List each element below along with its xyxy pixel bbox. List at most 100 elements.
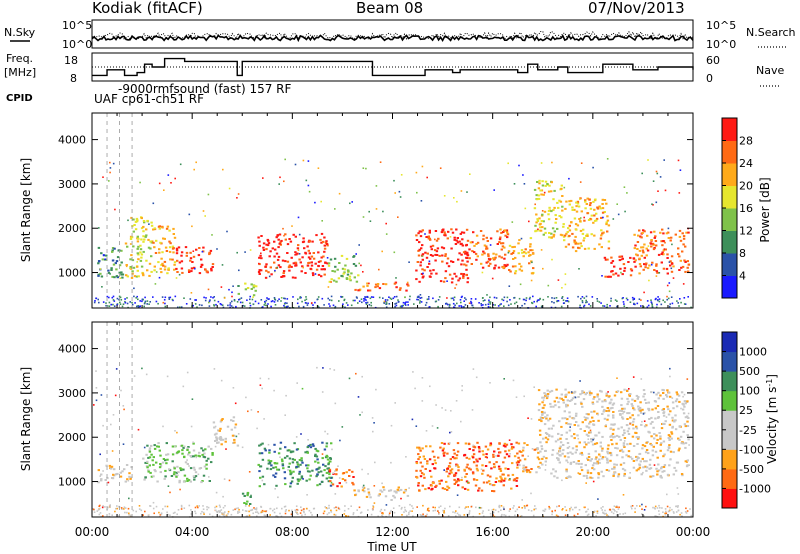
range-cell: [655, 442, 658, 445]
scatter-cell: [449, 431, 451, 434]
range-cell: [573, 437, 576, 440]
range-cell: [518, 239, 521, 242]
ground-cell: [510, 303, 512, 305]
range-cell: [426, 462, 429, 465]
range-cell: [100, 478, 103, 481]
range-cell: [308, 261, 311, 264]
range-cell: [522, 470, 525, 473]
range-cell: [553, 400, 556, 403]
range-cell: [650, 416, 653, 419]
ground-cell: [215, 303, 217, 306]
range-cell: [186, 463, 189, 465]
range-cell: [288, 264, 292, 267]
range-cell: [203, 452, 206, 455]
scatter-cell: [399, 196, 402, 198]
range-cell: [419, 449, 422, 452]
range-cell: [492, 258, 496, 261]
range-cell: [219, 438, 223, 441]
range-cell: [546, 395, 549, 398]
range-cell: [121, 470, 124, 473]
range-cell: [140, 265, 144, 268]
range-cell: [462, 251, 466, 254]
scatter-cell: [561, 479, 563, 482]
range-cell: [684, 270, 687, 273]
range-cell: [580, 451, 583, 454]
ground-cell: [350, 505, 352, 507]
range-cell: [679, 435, 683, 438]
range-cell: [634, 244, 637, 247]
scatter-cell: [375, 388, 377, 391]
colorbar-tick-label: 4: [739, 270, 746, 283]
range-cell: [415, 269, 418, 272]
range-cell: [515, 461, 519, 464]
ground-cell: [352, 513, 355, 516]
colorbar-segment: [722, 390, 737, 411]
range-cell: [477, 446, 481, 448]
range-cell: [679, 259, 682, 262]
range-cell: [596, 207, 600, 210]
ground-cell: [575, 506, 577, 509]
ground-cell: [615, 514, 618, 516]
range-cell: [97, 260, 101, 263]
range-cell: [429, 269, 432, 272]
ground-cell: [565, 300, 567, 302]
scatter-cell: [291, 225, 293, 227]
ground-cell: [276, 515, 278, 517]
ground-cell: [327, 297, 329, 300]
ground-cell: [570, 506, 572, 509]
range-cell: [596, 460, 599, 463]
range-cell: [590, 410, 593, 413]
ground-cell: [683, 303, 686, 305]
range-cell: [622, 444, 626, 447]
range-cell: [593, 247, 596, 250]
range-cell: [550, 472, 553, 475]
range-cell: [361, 486, 365, 489]
ground-cell: [106, 295, 109, 298]
range-cell: [575, 201, 578, 204]
ground-cell: [297, 509, 299, 511]
range-cell: [622, 442, 626, 445]
range-cell: [621, 434, 625, 437]
range-cell: [279, 447, 282, 450]
ground-cell: [261, 306, 264, 308]
ground-cell: [593, 510, 596, 513]
scatter-cell: [664, 241, 666, 244]
ground-cell: [482, 300, 485, 302]
scatter-cell: [663, 248, 666, 250]
range-cell: [157, 261, 160, 264]
range-cell: [580, 466, 583, 469]
range-cell: [552, 198, 555, 201]
range-cell: [561, 209, 564, 212]
x-tick-label: 16:00: [475, 525, 510, 539]
ground-cell: [365, 296, 367, 298]
scatter-cell: [195, 456, 198, 459]
range-cell: [290, 256, 293, 259]
range-cell: [219, 420, 223, 423]
range-cell: [583, 446, 586, 449]
range-cell: [588, 204, 592, 207]
range-cell: [194, 471, 198, 474]
range-cell: [459, 243, 462, 246]
range-cell: [664, 248, 667, 251]
range-cell: [237, 285, 240, 287]
range-cell: [644, 465, 647, 468]
range-cell: [161, 226, 164, 229]
range-cell: [185, 251, 189, 254]
range-cell: [213, 426, 216, 429]
ground-cell: [372, 505, 374, 507]
range-cell: [510, 487, 513, 490]
ground-cell: [664, 512, 666, 515]
range-cell: [340, 274, 343, 277]
range-cell: [292, 470, 295, 473]
range-cell: [168, 250, 172, 253]
ground-cell: [179, 306, 181, 308]
scatter-cell: [503, 378, 505, 380]
ground-cell: [609, 508, 612, 511]
ground-cell: [507, 304, 510, 307]
scatter-cell: [656, 172, 659, 175]
range-cell: [544, 184, 547, 187]
range-cell: [613, 466, 616, 469]
range-cell: [538, 418, 541, 421]
range-cell: [145, 228, 148, 231]
range-cell: [581, 390, 584, 393]
